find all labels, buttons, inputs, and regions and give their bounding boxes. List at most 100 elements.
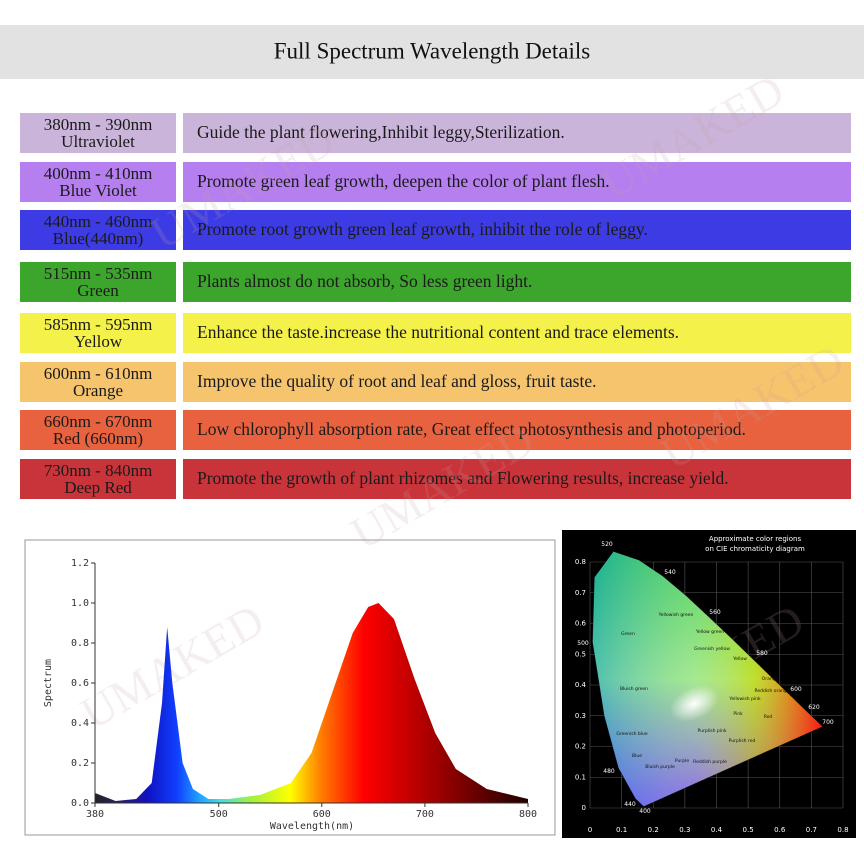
description-cell [183,313,851,353]
y-tick-label: 0.1 [575,773,586,781]
y-tick-label: 0.2 [575,743,586,751]
y-tick-label: 0.6 [575,620,587,628]
x-tick-label: 0.2 [648,826,659,834]
cie-title: Approximate color regions [709,535,802,543]
description-text: Promote the growth of plant rhizomes and… [197,468,729,488]
range-cell [20,262,176,302]
y-tick-label: 0.7 [575,589,586,597]
band-name: Green [77,281,119,300]
watermark: UMAKED [652,334,852,479]
description-cell [183,362,851,402]
header-band [0,25,864,79]
x-tick-label: 0.3 [679,826,690,834]
description-text: Improve the quality of root and leaf and… [197,371,596,391]
x-tick-label: 0.5 [743,826,754,834]
y-tick-label: 0.0 [71,798,89,809]
region-label: Yellow [732,656,747,662]
description-cell [183,410,851,450]
region-label: Reddish purple [693,759,727,765]
description-cell [183,210,851,250]
white-region [669,685,719,722]
description-text: Promote green leaf growth, deepen the co… [197,171,610,191]
description-text: Plants almost do not absorb, So less gre… [197,271,532,291]
region-label: Greenish blue [616,731,647,737]
x-tick-label: 0.6 [774,826,786,834]
x-tick-label: 600 [313,809,331,820]
wavelength-label: 440 [624,801,636,808]
description-cell [183,113,851,153]
region-label: Yellowish green [658,612,694,618]
region-label: Greenish yellow [694,646,730,652]
region-label: Yellow green [695,629,724,635]
y-tick-label: 0.5 [575,650,586,658]
spectrum-area [95,603,528,803]
y-tick-label: 0.3 [575,712,586,720]
wavelength-label: 700 [822,719,834,726]
x-tick-label: 500 [210,809,228,820]
region-label: Green [621,631,635,637]
wavelength-label: 480 [603,768,615,775]
band-name: Red (660nm) [53,429,143,448]
x-tick-label: 0.4 [711,826,723,834]
wavelength-label: 500 [577,640,589,647]
range-text: 515nm - 535nm [44,264,153,283]
description-cell [183,459,851,499]
range-cell [20,113,176,153]
y-axis-label: Spectrum [43,659,54,707]
range-cell [20,459,176,499]
y-tick-label: 1.2 [71,558,89,569]
y-tick-label: 0.8 [71,638,89,649]
y-tick-label: 0.8 [575,558,586,566]
region-label: Reddish orange [754,688,789,694]
x-tick-label: 0.7 [806,826,817,834]
region-label: Red [764,714,773,720]
range-text: 730nm - 840nm [44,461,153,480]
wavelength-label: 520 [601,541,613,548]
wavelength-label: 580 [756,650,768,657]
range-text: 400nm - 410nm [44,164,153,183]
region-label: Bluish purple [645,764,675,770]
band-name: Blue(440nm) [53,229,144,248]
x-tick-label: 380 [86,809,104,820]
wavelength-label: 600 [790,686,802,693]
wavelength-label: 540 [664,569,676,576]
x-tick-label: 0 [588,826,592,834]
range-cell [20,362,176,402]
region-label: Purplish pink [698,728,727,734]
wavelength-label: 620 [808,704,820,711]
range-cell [20,410,176,450]
range-text: 585nm - 595nm [44,315,153,334]
region-label: Bluish green [620,686,648,692]
wavelength-label: 400 [639,808,651,815]
band-name: Blue Violet [59,181,137,200]
range-text: 380nm - 390nm [44,115,153,134]
description-cell [183,262,851,302]
band-name: Deep Red [64,478,132,497]
region-label: Purplish red [729,738,756,744]
range-text: 440nm - 460nm [44,212,153,231]
description-text: Promote root growth green leaf growth, i… [197,219,648,239]
region-label: Yellowish pink [728,696,761,702]
y-tick-label: 0.4 [575,681,587,689]
y-tick-label: 1.0 [71,598,89,609]
description-text: Enhance the taste.increase the nutrition… [197,322,679,342]
description-text: Low chlorophyll absorption rate, Great e… [197,419,746,439]
range-cell [20,313,176,353]
region-label: Pink [733,711,743,717]
description-cell [183,162,851,202]
wavelength-label: 560 [709,609,721,616]
y-tick-label: 0.2 [71,758,89,769]
cie-title: on CIE chromaticity diagram [705,545,805,553]
y-tick-label: 0 [582,804,586,812]
band-name: Orange [73,381,123,400]
x-tick-label: 800 [519,809,537,820]
band-name: Ultraviolet [61,132,135,151]
description-text: Guide the plant flowering,Inhibit leggy,… [197,122,565,142]
region-label: Purple [675,758,689,764]
cie-overlay [592,551,823,807]
x-tick-label: 0.1 [616,826,627,834]
x-tick-label: 0.8 [837,826,848,834]
page-title: Full Spectrum Wavelength Details [274,38,591,63]
x-axis-label: Wavelength(nm) [270,821,354,832]
